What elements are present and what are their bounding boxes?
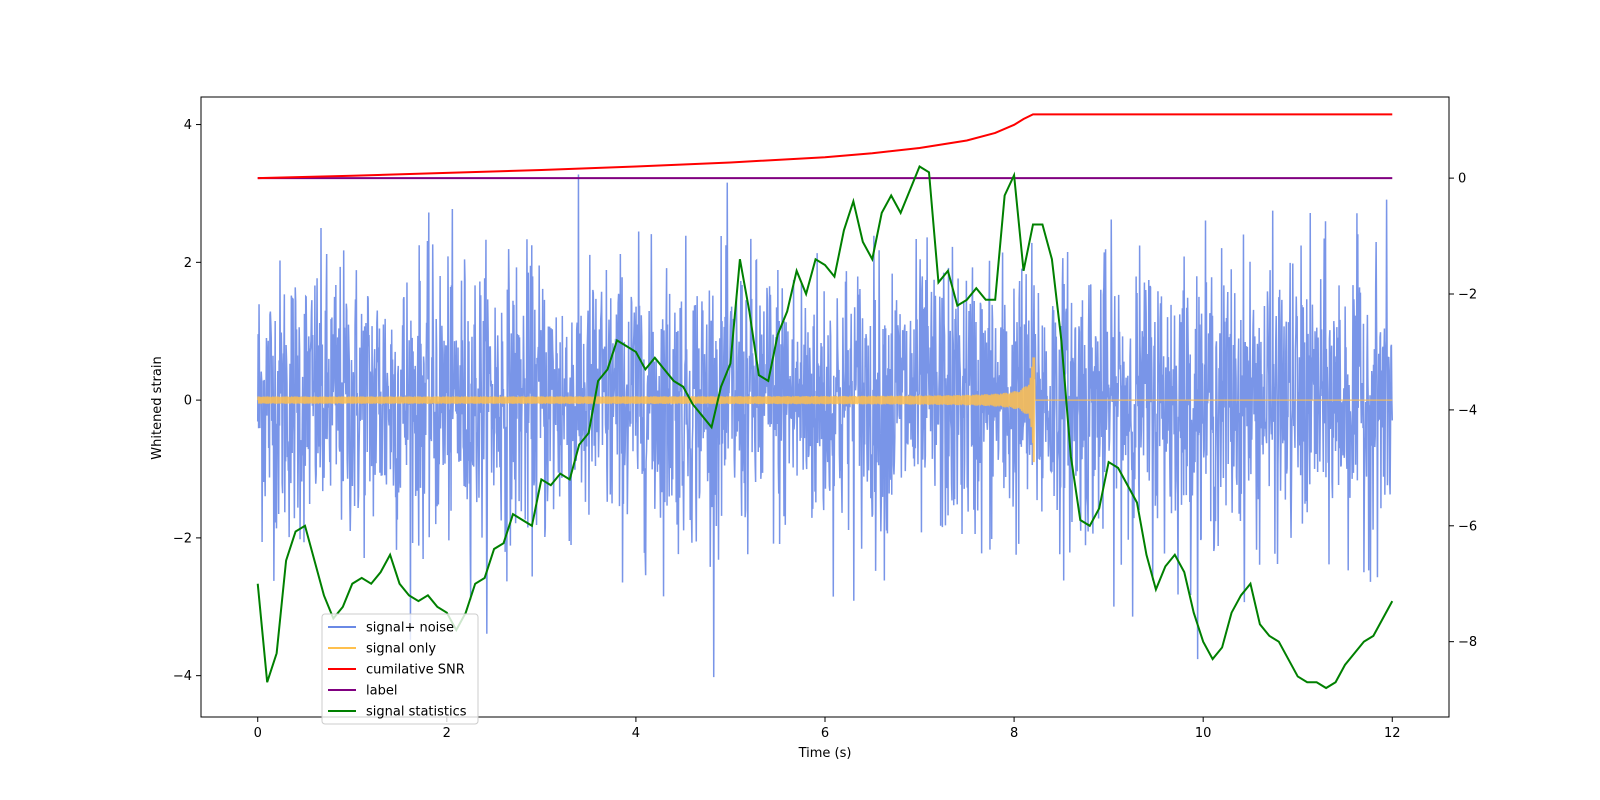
legend-box [321, 613, 479, 725]
legend-entry-label: label [366, 684, 397, 699]
y-tick-label: 0 [184, 394, 192, 409]
y-tick-label: −2 [173, 531, 192, 546]
legend: signal+ noise signal only cumilative SNR la… [321, 613, 479, 725]
y-tick-label: −4 [173, 669, 192, 684]
cumulative-snr-line [257, 113, 1393, 180]
y2-tick-label: −2 [1458, 288, 1477, 303]
signal-only-series [257, 357, 1393, 463]
signal-plus-noise-line [256, 174, 1394, 678]
legend-entry-label: signal+ noise [366, 621, 454, 636]
signal-statistics-line [256, 165, 1394, 690]
x-tick-label: 8 [1010, 726, 1018, 741]
y-tick-label: 4 [184, 118, 192, 133]
x-tick-label: 2 [443, 726, 451, 741]
y-axis-right: −8 −6 −4 −2 0 [1449, 172, 1477, 650]
signal-plus-noise-series [256, 174, 1394, 678]
x-tick-label: 10 [1195, 726, 1212, 741]
y2-tick-label: −8 [1458, 635, 1477, 650]
x-tick-label: 12 [1384, 726, 1401, 741]
legend-entry-label: cumilative SNR [366, 663, 465, 678]
x-tick-label: 4 [632, 726, 640, 741]
y2-tick-label: −6 [1458, 519, 1477, 534]
y-axis-label: Whitened strain [150, 356, 165, 459]
legend-entry-label: signal statistics [366, 705, 467, 720]
y2-tick-label: 0 [1458, 172, 1466, 187]
signal-only-line [257, 357, 1393, 463]
x-axis-label: Time (s) [798, 746, 852, 761]
y-axis-left: −4 −2 0 2 4 [173, 118, 201, 684]
x-tick-label: 0 [254, 726, 262, 741]
x-axis: 0 2 4 6 8 10 12 [254, 717, 1401, 741]
y2-tick-label: −4 [1458, 403, 1477, 418]
x-tick-label: 6 [821, 726, 829, 741]
legend-entry-label: signal only [366, 642, 436, 657]
y-tick-label: 2 [184, 256, 192, 271]
